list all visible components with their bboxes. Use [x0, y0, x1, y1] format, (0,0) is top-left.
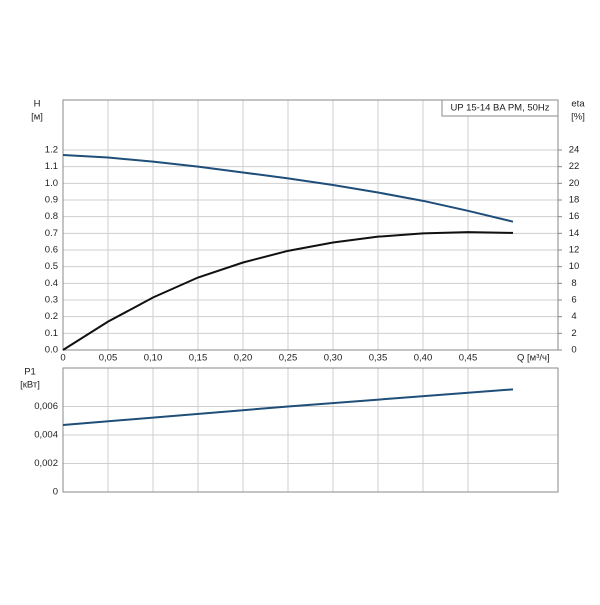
- y-tick-label: 0.4: [45, 278, 58, 289]
- y-tick-label: 0,004: [34, 430, 58, 441]
- y2-tick-label: 20: [569, 178, 580, 189]
- y-tick-label: 0,002: [34, 458, 58, 469]
- y2-tick-label: 4: [571, 311, 576, 322]
- y2-tick-label: 0: [571, 345, 576, 356]
- x-tick-label: 0,20: [234, 353, 253, 364]
- y2-tick-label: 12: [569, 245, 580, 256]
- y-tick-label: 1.1: [45, 161, 58, 172]
- y-axis-label: H: [34, 99, 41, 110]
- y2-tick-label: 8: [571, 278, 576, 289]
- plot-frame: [62, 99, 559, 351]
- x-axis-label: Q [м³/ч]: [517, 353, 550, 364]
- annotation-box: [441, 99, 559, 117]
- y2-axis-label: eta: [571, 99, 585, 110]
- y-tick-label: 0,006: [34, 401, 58, 412]
- y2-tick-label: 22: [569, 161, 580, 172]
- plot-frame: [62, 367, 559, 493]
- x-tick-label: 0,10: [144, 353, 163, 364]
- y2-axis-unit: [%]: [571, 112, 585, 123]
- y-tick-label: 0.3: [45, 295, 58, 306]
- x-tick-label: 0,25: [279, 353, 298, 364]
- y-axis-unit: [кВт]: [20, 380, 40, 391]
- y-tick-label: 0.2: [45, 311, 58, 322]
- y-tick-label: 0.0: [45, 345, 58, 356]
- y2-tick-label: 14: [569, 228, 580, 239]
- x-tick-label: 0,30: [324, 353, 343, 364]
- y-axis-unit: [м]: [31, 112, 43, 123]
- data-line: [62, 154, 514, 223]
- y2-tick-label: 6: [571, 295, 576, 306]
- y2-tick-label: 16: [569, 211, 580, 222]
- y-tick-label: 0.8: [45, 211, 58, 222]
- y-tick-label: 1.2: [45, 145, 58, 156]
- y-tick-label: 0.9: [45, 195, 58, 206]
- y-tick-label: 0.1: [45, 328, 58, 339]
- y-tick-label: 0.6: [45, 245, 58, 256]
- y2-tick-label: 10: [569, 261, 580, 272]
- y-axis-label: P1: [24, 367, 36, 378]
- y2-tick-label: 2: [571, 328, 576, 339]
- x-tick-label: 0,35: [369, 353, 388, 364]
- x-tick-label: 0,15: [189, 353, 208, 364]
- x-tick-label: 0: [60, 353, 65, 364]
- y-tick-label: 0.7: [45, 228, 58, 239]
- x-tick-label: 0,40: [414, 353, 433, 364]
- y2-tick-label: 24: [569, 145, 580, 156]
- data-line: [62, 388, 514, 427]
- y-tick-label: 0.5: [45, 261, 58, 272]
- annotation: UP 15-14 BA PM, 50Hz: [450, 103, 549, 114]
- y-tick-label: 1.0: [45, 178, 58, 189]
- x-tick-label: 0,05: [99, 353, 118, 364]
- data-line: [62, 231, 514, 351]
- x-tick-label: 0,45: [459, 353, 478, 364]
- y-tick-label: 0: [53, 487, 58, 498]
- y2-tick-label: 18: [569, 195, 580, 206]
